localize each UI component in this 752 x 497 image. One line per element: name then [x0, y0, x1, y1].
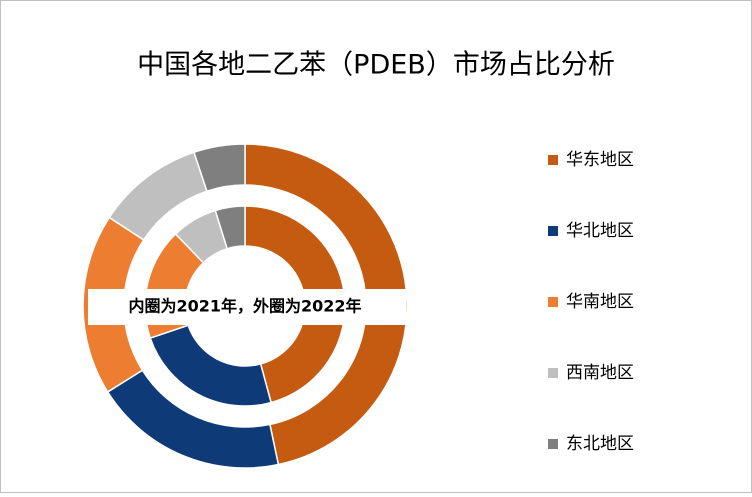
rings — [82, 143, 408, 469]
ring-segment — [193, 143, 246, 193]
legend-swatch — [548, 439, 558, 449]
ring-segment — [214, 205, 246, 250]
legend-swatch — [548, 297, 558, 307]
legend-label: 东北地区 — [566, 434, 634, 454]
legend-label: 华东地区 — [566, 150, 634, 170]
chart-title: 中国各地二乙苯（PDEB）市场占比分析 — [137, 50, 615, 81]
ring-segment — [244, 205, 346, 404]
legend-label: 西南地区 — [566, 363, 634, 383]
annotation: 内圈为2021年，外圈为2022年 — [128, 297, 361, 316]
legend-swatch — [548, 155, 558, 165]
legend-swatch — [548, 368, 558, 378]
annotation-background — [88, 289, 406, 325]
ring-segment — [244, 143, 408, 466]
legend-swatch — [548, 226, 558, 236]
legend-label: 华北地区 — [566, 221, 634, 241]
legend-label: 华南地区 — [566, 292, 634, 312]
